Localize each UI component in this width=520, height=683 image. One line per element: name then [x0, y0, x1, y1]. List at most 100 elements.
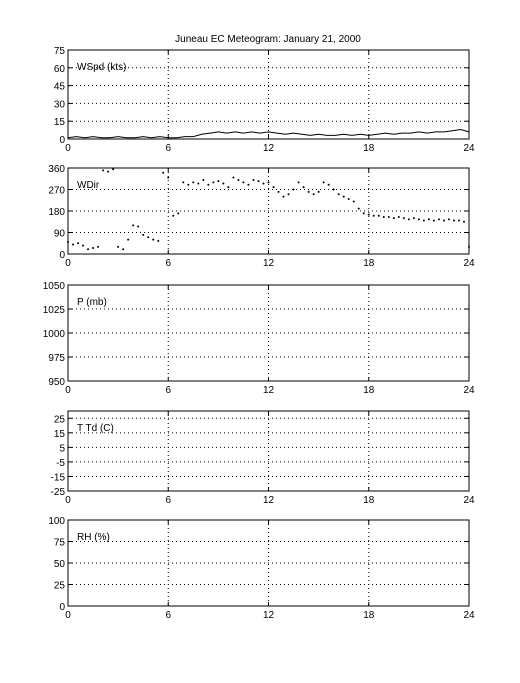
data-point: [72, 243, 75, 246]
data-point: [447, 218, 450, 221]
data-point: [122, 248, 125, 251]
data-point: [217, 180, 220, 183]
data-point: [132, 224, 135, 227]
data-point: [237, 178, 240, 181]
data-point: [282, 195, 285, 198]
data-point: [397, 215, 400, 218]
data-point: [427, 218, 430, 221]
x-tick-label: 0: [65, 143, 71, 154]
x-tick-label: 6: [165, 258, 171, 269]
panel-0: 0 6 12 18 24 0 15 30 45 60 75 WSpd (kts): [54, 46, 475, 154]
x-tick-label: 24: [463, 610, 475, 621]
data-point: [112, 168, 115, 171]
data-point: [262, 182, 265, 185]
data-point: [267, 181, 270, 184]
data-point: [92, 247, 95, 250]
x-tick-label: 24: [463, 385, 475, 396]
data-point: [257, 180, 260, 183]
x-tick-label: 18: [363, 385, 375, 396]
data-point: [412, 217, 415, 220]
data-point: [272, 186, 275, 189]
x-tick-label: 12: [263, 385, 275, 396]
x-tick-label: 0: [65, 610, 71, 621]
data-point: [352, 200, 355, 203]
data-point: [277, 190, 280, 193]
y-tick-label: 360: [48, 164, 65, 175]
data-point: [317, 190, 320, 193]
data-point: [187, 183, 190, 186]
y-tick-label: 100: [48, 516, 65, 527]
data-point: [392, 217, 395, 220]
data-point: [177, 212, 180, 215]
panel-label: T Td (C): [77, 423, 114, 434]
data-point: [468, 245, 470, 248]
data-point: [302, 186, 305, 189]
data-point: [377, 214, 380, 217]
y-tick-label: 1000: [43, 329, 66, 340]
y-tick-label: 0: [59, 250, 65, 261]
x-tick-label: 0: [65, 258, 71, 269]
data-point: [372, 214, 375, 217]
data-point: [252, 178, 255, 181]
panel-2: 0 6 12 18 24 950 975 1000 1025 1050 P (mb): [43, 281, 475, 396]
data-point: [322, 181, 325, 184]
y-tick-label: 90: [54, 229, 66, 240]
data-point: [162, 171, 165, 174]
x-tick-label: 18: [363, 610, 375, 621]
data-point: [77, 242, 80, 245]
data-point: [432, 219, 435, 222]
x-tick-label: 6: [165, 495, 171, 506]
y-tick-label: 975: [48, 353, 65, 364]
x-tick-label: 0: [65, 385, 71, 396]
y-tick-label: -5: [56, 458, 65, 469]
series-line-0: [67, 128, 470, 139]
panel-label: RH (%): [77, 532, 110, 543]
data-point: [297, 181, 300, 184]
data-point: [457, 219, 460, 222]
data-point: [127, 238, 130, 241]
y-tick-label: 30: [54, 99, 66, 110]
data-point: [402, 217, 405, 220]
data-point: [442, 219, 445, 222]
data-point: [292, 188, 295, 191]
x-tick-label: 12: [263, 610, 275, 621]
data-point: [97, 245, 100, 248]
data-point: [287, 193, 290, 196]
data-point: [307, 190, 310, 193]
y-tick-label: 25: [54, 414, 66, 425]
y-tick-label: 270: [48, 186, 65, 197]
data-point: [87, 248, 90, 251]
panel-4: 0 6 12 18 24 0 25 50 75 100 RH (%): [48, 516, 475, 621]
data-point: [437, 218, 440, 221]
data-point: [197, 182, 200, 185]
y-tick-label: 180: [48, 207, 65, 218]
data-point: [142, 233, 145, 236]
x-tick-label: 24: [463, 258, 475, 269]
data-point: [207, 183, 210, 186]
y-tick-label: 5: [59, 443, 65, 454]
x-tick-label: 18: [363, 495, 375, 506]
data-point: [312, 193, 315, 196]
data-point: [117, 245, 120, 248]
data-point: [327, 183, 330, 186]
data-point: [337, 193, 340, 196]
y-tick-label: 1025: [43, 305, 66, 316]
data-point: [387, 215, 390, 218]
x-tick-label: 6: [165, 385, 171, 396]
y-tick-label: 60: [54, 64, 66, 75]
data-point: [367, 213, 370, 216]
data-point: [227, 186, 230, 189]
data-point: [212, 181, 215, 184]
y-tick-label: 75: [54, 46, 66, 57]
data-point: [362, 212, 365, 215]
y-tick-label: -15: [51, 472, 66, 483]
data-point: [67, 241, 69, 244]
data-point: [462, 220, 465, 223]
data-point: [232, 176, 235, 179]
data-point: [342, 195, 345, 198]
data-point: [147, 236, 150, 239]
data-point: [417, 218, 420, 221]
y-tick-label: 25: [54, 581, 66, 592]
